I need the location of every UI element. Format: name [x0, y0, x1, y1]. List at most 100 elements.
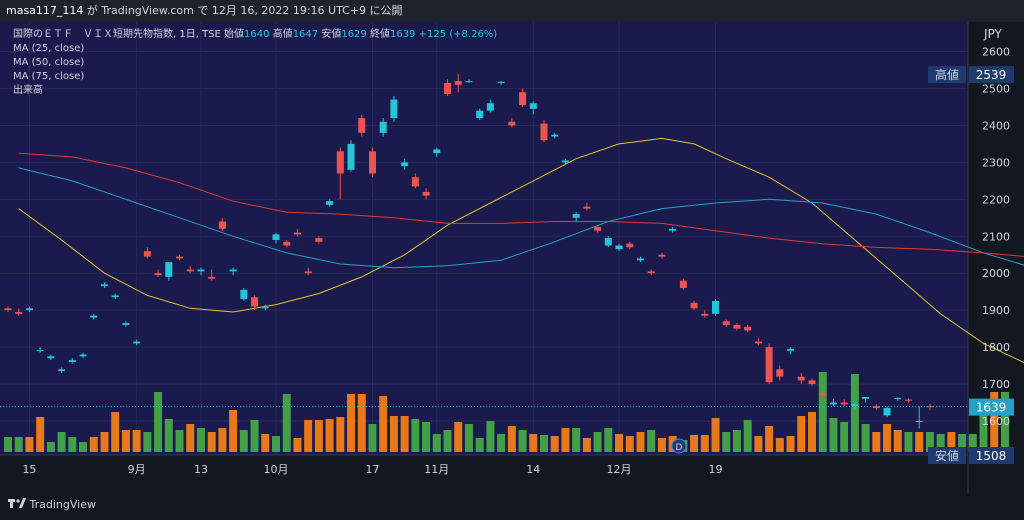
candle	[229, 267, 237, 276]
candle	[508, 118, 516, 128]
legend-volume[interactable]: 出来高	[13, 85, 43, 96]
volume-bar	[89, 437, 98, 452]
candle-body	[744, 326, 752, 331]
candle	[701, 310, 709, 318]
volume-bar	[732, 430, 741, 452]
volume-bar	[829, 418, 838, 452]
volume-bar	[883, 424, 892, 452]
high-price-badge: 2539	[976, 68, 1007, 82]
candle	[122, 321, 130, 327]
high-price-badge-bg	[969, 66, 1014, 84]
legend-ma75[interactable]: MA (75, close)	[13, 71, 85, 82]
symbol-name[interactable]: 国際のＥＴＦ ＶＩＸ短期先物指数, 1日, TSE	[13, 29, 221, 40]
candle	[143, 247, 151, 259]
candle-body	[636, 258, 644, 261]
tradingview-logo-icon[interactable]	[8, 494, 26, 516]
candle-body	[862, 396, 870, 399]
low-price-badge: 1508	[976, 449, 1007, 463]
volume-bar	[604, 428, 613, 452]
volume-bar	[282, 394, 291, 452]
candle	[626, 241, 634, 250]
volume-bar	[229, 410, 238, 452]
volume-bar	[272, 436, 280, 452]
candle-body	[100, 284, 108, 287]
candle	[476, 108, 484, 120]
open-label: 始値	[224, 29, 245, 40]
candle-body	[315, 238, 323, 242]
x-tick-label: 12月	[607, 463, 632, 476]
candle	[336, 147, 344, 200]
candle	[679, 278, 687, 290]
tradingview-brand[interactable]: TradingView	[29, 498, 96, 511]
volume-bar	[196, 428, 205, 452]
candle	[636, 256, 644, 263]
volume-bar	[593, 432, 602, 452]
candle-body	[476, 110, 484, 119]
volume-bar	[36, 417, 45, 452]
candle-body	[4, 308, 12, 311]
candle	[486, 99, 494, 113]
candle	[411, 173, 419, 189]
candle	[36, 347, 44, 353]
volume-bar	[518, 430, 527, 452]
volume-bar	[925, 432, 934, 452]
candle	[690, 300, 698, 311]
volume-bar	[958, 434, 967, 452]
volume-bar	[700, 435, 709, 452]
candle-body	[68, 360, 76, 362]
volume-bar	[1000, 392, 1009, 452]
y-tick-label: 1800	[982, 341, 1010, 354]
candle-body	[79, 354, 87, 357]
candle	[454, 74, 462, 93]
volume-bar	[207, 432, 216, 452]
volume-bar	[100, 432, 109, 452]
volume-bar	[540, 435, 548, 452]
username[interactable]: masa117_114	[6, 4, 84, 17]
candle	[90, 313, 98, 320]
low-label-badge: 安値	[935, 448, 959, 463]
candle-body	[422, 191, 430, 196]
volume-bar	[132, 430, 141, 452]
volume-bar	[497, 434, 506, 452]
volume-bar	[722, 432, 731, 452]
candle-body	[754, 341, 762, 344]
change-value: +125 (+8.26%)	[418, 29, 498, 40]
volume-bar	[314, 420, 323, 452]
candle	[904, 398, 912, 403]
open-value: 1640	[244, 29, 270, 40]
low-value: 1629	[341, 29, 367, 40]
candle-body	[283, 241, 291, 246]
candle	[615, 243, 623, 252]
volume-bar	[336, 417, 345, 452]
volume-bar	[818, 372, 827, 452]
y-tick-label: 2500	[982, 83, 1010, 96]
candle-body	[454, 81, 462, 85]
candle-body	[379, 121, 387, 133]
candle-body	[272, 234, 280, 240]
candle-body	[615, 245, 623, 250]
candle-body	[926, 406, 934, 408]
legend-ma50[interactable]: MA (50, close)	[13, 57, 85, 68]
candle-body	[326, 201, 334, 205]
volume-bar	[582, 438, 591, 452]
dividend-marker[interactable]: D	[671, 438, 687, 454]
candle	[551, 132, 559, 139]
y-tick-label: 2200	[982, 193, 1010, 206]
high-label-badge-bg	[928, 66, 966, 84]
x-tick-label: 11月	[424, 463, 449, 476]
candle-body	[701, 313, 709, 316]
candle	[154, 269, 162, 277]
candle-body	[626, 243, 634, 248]
volume-bar	[636, 432, 645, 452]
candle-body	[851, 404, 859, 407]
high-label: 高値	[272, 29, 293, 40]
candle-body	[368, 151, 376, 174]
candle-body	[819, 393, 827, 396]
chart-area[interactable]: 1600 1700 1800 1900 2000 2100 2200 2300 2400 2500…	[0, 22, 1024, 516]
candle	[808, 378, 816, 386]
legend-ma25[interactable]: MA (25, close)	[13, 43, 85, 54]
volume-bar	[915, 432, 924, 452]
candle	[272, 232, 280, 244]
candle	[79, 352, 87, 359]
price-chart[interactable]: 1600 1700 1800 1900 2000 2100 2200 2300 2400 2500…	[0, 22, 1024, 516]
